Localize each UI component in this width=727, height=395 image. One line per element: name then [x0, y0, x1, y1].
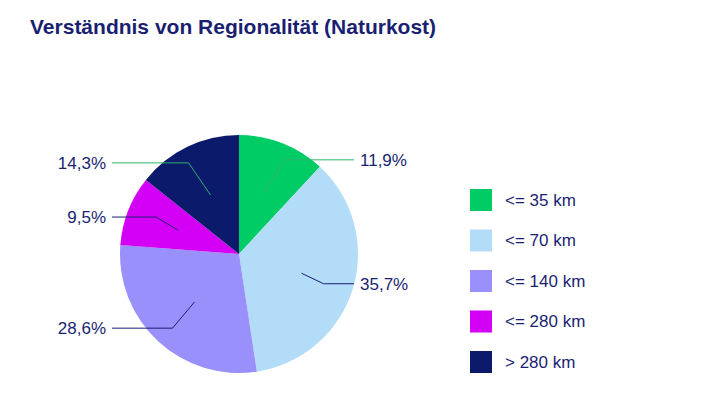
legend-swatch: [470, 189, 492, 211]
chart-title: Verständnis von Regionalität (Naturkost): [30, 15, 436, 38]
legend-label: <= 140 km: [505, 272, 585, 291]
legend: <= 35 km <= 70 km <= 140 km <= 280 km > 280 …: [470, 189, 585, 373]
chart-svg: Verständnis von Regionalität (Naturkost)…: [0, 0, 727, 395]
pie-slice: [146, 135, 239, 254]
data-label: 35,7%: [360, 275, 408, 294]
leader-line: [263, 160, 354, 193]
legend-swatch: [470, 230, 492, 252]
pie-slice: [239, 167, 358, 372]
legend-label: <= 70 km: [505, 231, 576, 250]
legend-label: > 280 km: [505, 353, 575, 372]
legend-label: <= 280 km: [505, 312, 585, 331]
chart-container: Verständnis von Regionalität (Naturkost)…: [0, 0, 727, 395]
data-labels: 11,9% 35,7% 28,6% 9,5% 14,3%: [58, 151, 408, 338]
data-label: 14,3%: [58, 154, 106, 173]
pie: [120, 135, 358, 373]
data-label: 28,6%: [58, 319, 106, 338]
legend-swatch: [470, 351, 492, 373]
leader-line: [302, 273, 354, 283]
legend-swatch: [470, 270, 492, 292]
leader-line: [112, 163, 211, 195]
legend-swatch: [470, 311, 492, 333]
legend-label: <= 35 km: [505, 191, 576, 210]
leader-line: [112, 217, 178, 230]
data-label: 9,5%: [67, 208, 106, 227]
data-label: 11,9%: [360, 151, 407, 170]
leader-line: [112, 302, 194, 328]
